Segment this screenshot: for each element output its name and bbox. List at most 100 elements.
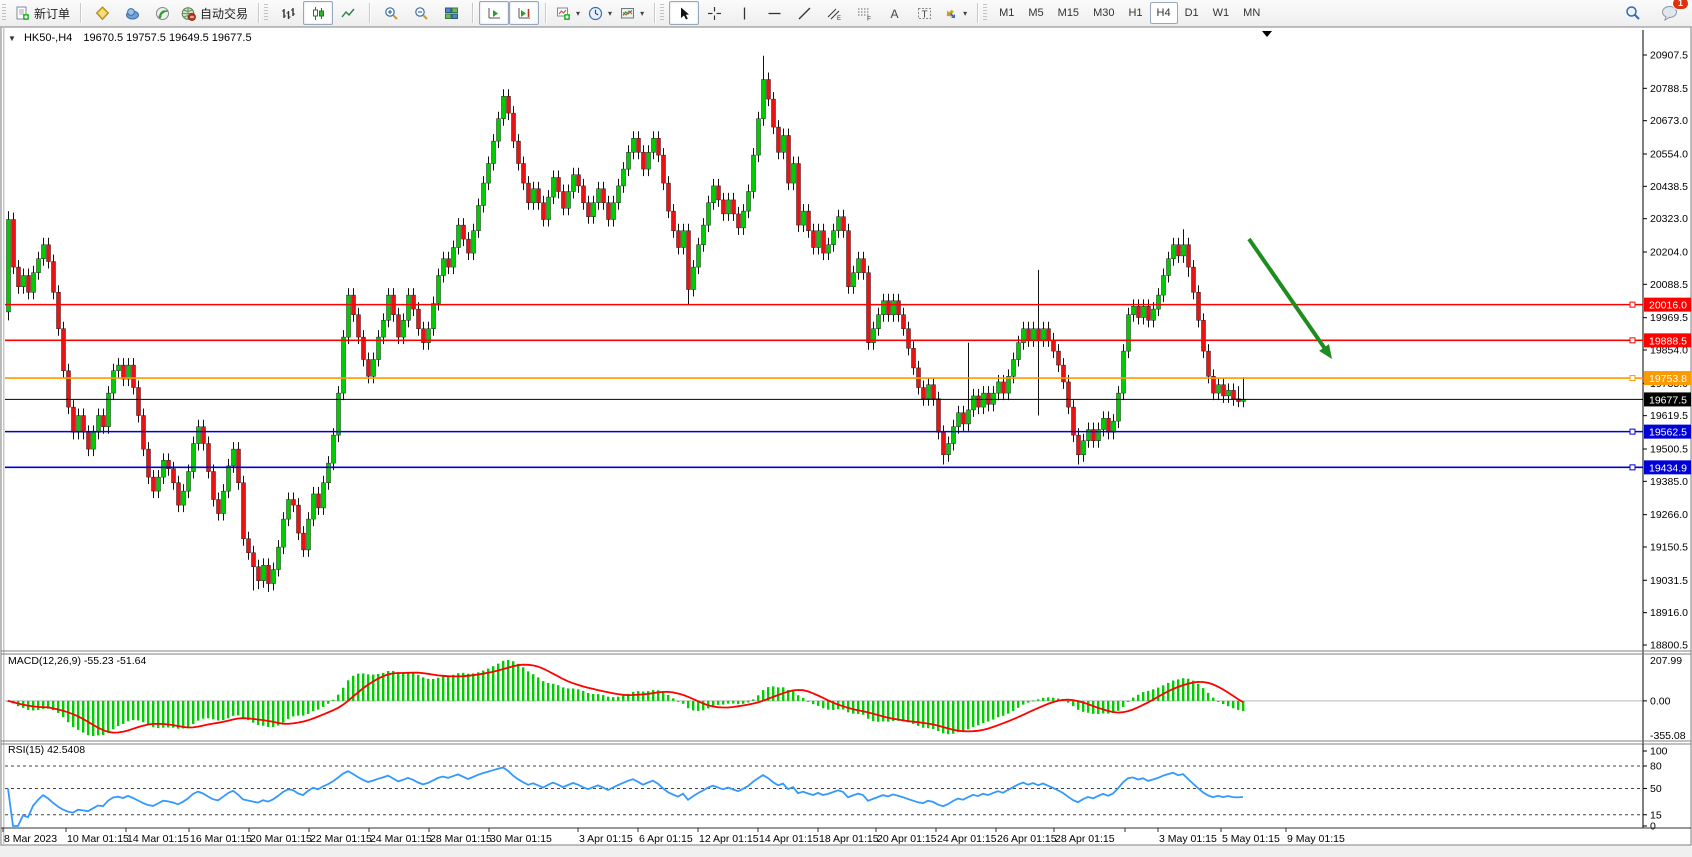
candle-bullish bbox=[451, 247, 456, 268]
templates-dropdown[interactable]: ▾ bbox=[616, 1, 648, 25]
periods-dropdown[interactable]: ▾ bbox=[584, 1, 616, 25]
macd-histogram-bar bbox=[1117, 700, 1120, 711]
zoom-out-button[interactable] bbox=[406, 1, 436, 25]
toolbar-grip[interactable] bbox=[660, 4, 665, 22]
text-label-button[interactable]: T bbox=[909, 1, 939, 25]
price-chart-canvas[interactable]: 20907.5 20788.5 20673.0 20554.0 20438.5 20323… bbox=[0, 26, 1692, 857]
macd-histogram-bar bbox=[427, 678, 430, 701]
price-tick-label: 18800.5 bbox=[1650, 640, 1688, 652]
candle-bullish bbox=[1031, 328, 1036, 341]
arrows-dropdown[interactable]: ▾ bbox=[939, 1, 971, 25]
candle-bullish bbox=[156, 476, 161, 492]
candle-bullish bbox=[406, 294, 411, 321]
new-order-button[interactable]: 新订单 bbox=[11, 1, 74, 25]
macd-histogram-bar bbox=[412, 673, 415, 701]
candle-bearish bbox=[236, 448, 241, 483]
chart-shift-marker[interactable] bbox=[1262, 31, 1272, 37]
auto-trading-button[interactable]: 自动交易 bbox=[177, 1, 252, 25]
macd-histogram-bar bbox=[87, 700, 90, 736]
timeframe-button-m30[interactable]: M30 bbox=[1093, 7, 1115, 19]
macd-histogram-bar bbox=[1132, 697, 1135, 701]
metaeditor-button[interactable] bbox=[87, 1, 117, 25]
new-chart-dropdown[interactable]: ▾ bbox=[552, 1, 584, 25]
bar-chart-button[interactable] bbox=[273, 1, 303, 25]
macd-histogram-bar bbox=[1127, 700, 1130, 702]
timeframe-button-h4[interactable]: H4 bbox=[1149, 2, 1178, 24]
macd-histogram-bar bbox=[567, 688, 570, 701]
toolbar-grip[interactable] bbox=[983, 4, 988, 22]
macd-histogram-bar bbox=[1197, 683, 1200, 701]
search-button[interactable] bbox=[1618, 1, 1648, 25]
timeframe-button-d1[interactable]: D1 bbox=[1184, 7, 1199, 19]
macd-histogram-bar bbox=[702, 700, 705, 711]
macd-histogram-bar bbox=[307, 700, 310, 714]
line-handle[interactable] bbox=[1629, 337, 1636, 344]
line-handle[interactable] bbox=[1629, 464, 1636, 471]
macd-histogram-bar bbox=[1237, 700, 1240, 710]
timeframe-button-m5[interactable]: M5 bbox=[1028, 7, 1044, 19]
candle-bullish bbox=[591, 202, 596, 217]
timeframe-button-w1[interactable]: W1 bbox=[1212, 7, 1230, 19]
chart-collapse-icon[interactable]: ▼ bbox=[8, 34, 16, 43]
macd-histogram-bar bbox=[302, 700, 305, 716]
macd-histogram-bar bbox=[1022, 700, 1025, 705]
channel-button[interactable]: E bbox=[819, 1, 849, 25]
candle-bullish bbox=[311, 493, 316, 520]
candle-bearish bbox=[301, 532, 306, 551]
macd-histogram-bar bbox=[862, 700, 865, 715]
candle-bearish bbox=[166, 460, 171, 469]
candle-bullish bbox=[546, 196, 551, 220]
macd-histogram-bar bbox=[402, 672, 405, 701]
price-tick-label: 19031.5 bbox=[1650, 575, 1688, 587]
price-tick-label: 19500.5 bbox=[1650, 443, 1688, 455]
line-chart-button[interactable] bbox=[333, 1, 363, 25]
line-handle[interactable] bbox=[1629, 428, 1636, 435]
price-tick-label: 19854.0 bbox=[1650, 345, 1688, 357]
candle-bullish bbox=[116, 364, 121, 371]
line-handle[interactable] bbox=[1629, 375, 1636, 382]
candle-bearish bbox=[61, 328, 66, 371]
macd-histogram-bar bbox=[722, 700, 725, 705]
auto-scroll-button[interactable] bbox=[479, 1, 510, 25]
candle-bearish bbox=[46, 244, 51, 262]
rsi-line bbox=[7, 766, 1244, 827]
text-button[interactable]: A bbox=[879, 1, 909, 25]
zoom-in-button[interactable] bbox=[376, 1, 406, 25]
trendline-button[interactable] bbox=[789, 1, 819, 25]
macd-histogram-bar bbox=[1112, 700, 1115, 713]
toolbar-grip[interactable] bbox=[264, 4, 269, 22]
trend-arrow-annotation[interactable] bbox=[1247, 237, 1330, 355]
price-line-tag bbox=[1644, 460, 1691, 475]
candle-bullish bbox=[816, 230, 821, 248]
template-chart-icon bbox=[620, 6, 635, 21]
signals-button[interactable] bbox=[147, 1, 177, 25]
candle-bullish bbox=[611, 202, 616, 220]
fibonacci-button[interactable]: F bbox=[849, 1, 879, 25]
candlestick-chart-button[interactable] bbox=[303, 1, 334, 25]
macd-histogram-bar bbox=[1147, 690, 1150, 701]
vertical-line-button[interactable] bbox=[729, 1, 759, 25]
timeframe-button-m1[interactable]: M1 bbox=[999, 7, 1015, 19]
candle-bullish bbox=[891, 300, 896, 315]
candle-bearish bbox=[536, 188, 541, 203]
notifications-button[interactable]: 1 bbox=[1654, 0, 1689, 25]
tile-windows-button[interactable] bbox=[436, 1, 466, 25]
macd-histogram-bar bbox=[597, 694, 600, 701]
macd-histogram-bar bbox=[277, 700, 280, 726]
macd-histogram-bar bbox=[192, 700, 195, 725]
community-button[interactable] bbox=[117, 1, 147, 25]
macd-histogram-bar bbox=[612, 697, 615, 701]
macd-histogram-bar bbox=[1092, 700, 1095, 714]
timeframe-button-m15[interactable]: M15 bbox=[1057, 7, 1080, 19]
chart-shift-button[interactable] bbox=[509, 1, 540, 25]
toolbar-grip[interactable] bbox=[2, 4, 6, 22]
price-line-tag-label: 19888.5 bbox=[1649, 335, 1687, 347]
timeframe-button-h1[interactable]: H1 bbox=[1128, 7, 1143, 19]
cursor-button[interactable] bbox=[669, 1, 700, 25]
timeframe-button-mn[interactable]: MN bbox=[1243, 7, 1261, 19]
crosshair-button[interactable] bbox=[699, 1, 729, 25]
horizontal-line-button[interactable] bbox=[759, 1, 789, 25]
macd-histogram-bar bbox=[772, 686, 775, 701]
line-handle[interactable] bbox=[1629, 301, 1636, 308]
time-tick-label: 30 Mar 01:15 bbox=[490, 833, 552, 845]
